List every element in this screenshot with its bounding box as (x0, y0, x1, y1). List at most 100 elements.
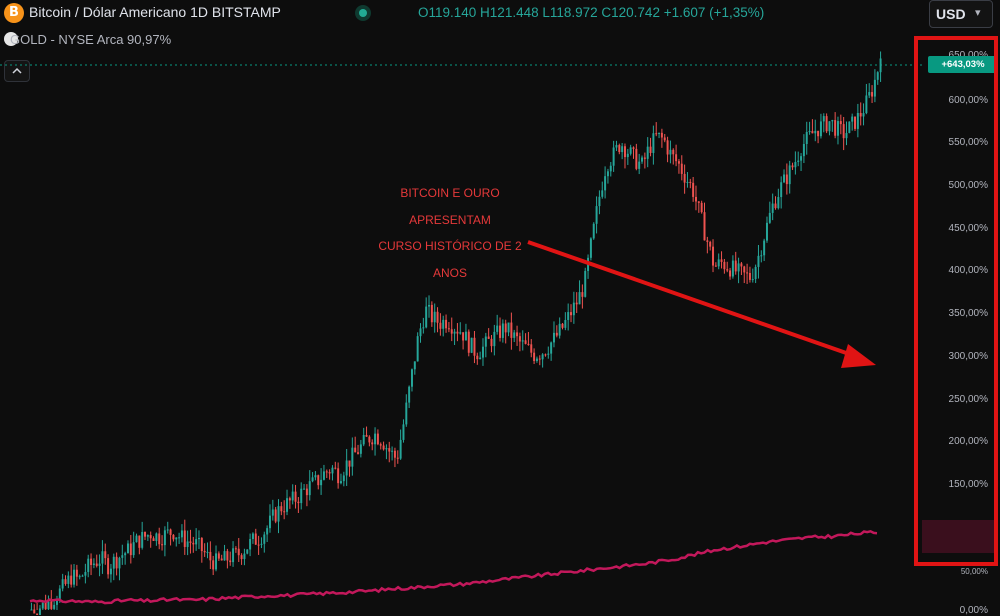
candle-body (831, 120, 834, 122)
candle-body (297, 501, 300, 504)
candle-body (626, 153, 629, 158)
currency-label: USD (936, 6, 966, 22)
candle-body (339, 481, 342, 484)
chevron-up-icon (12, 67, 22, 74)
candle-body (47, 601, 50, 610)
candle-body (836, 121, 839, 136)
candle-body (561, 323, 564, 328)
candle-body (393, 450, 396, 458)
scale-tick: 650,00% (949, 50, 988, 61)
candle-body (714, 265, 717, 267)
candle-body (462, 332, 465, 341)
candle-body (734, 260, 737, 272)
candle-body (868, 92, 871, 96)
candle-body (575, 302, 578, 305)
candle-body (95, 563, 98, 566)
candle-body (283, 511, 286, 513)
candle-body (337, 468, 340, 484)
price-scale[interactable]: 650,00% 600,00% 550,00% 500,00% 450,00% … (920, 40, 1000, 616)
candle-body (132, 542, 135, 556)
candle-body (777, 197, 780, 209)
candle-body (601, 190, 604, 197)
annotation-arrow (527, 240, 876, 368)
candle-body (155, 533, 158, 541)
candle-body (851, 116, 854, 122)
live-status-icon (355, 5, 371, 21)
candle-body (748, 272, 751, 280)
candle-body (839, 121, 842, 125)
candle-body (38, 608, 41, 615)
candle-body (635, 148, 638, 169)
compare-symbol-label[interactable]: GOLD - NYSE Arca 90,97% (10, 32, 172, 47)
candle-body (592, 223, 595, 239)
candle-body (385, 448, 388, 450)
candle-body (206, 551, 209, 553)
candle-body (50, 601, 53, 609)
candle-body (268, 515, 271, 529)
candle-body (726, 269, 729, 271)
candle-body (149, 535, 152, 539)
candle-body (746, 272, 749, 274)
currency-button[interactable]: USD ▾ (929, 0, 993, 28)
candle-body (345, 460, 348, 476)
candle-body (55, 600, 58, 605)
candle-body (104, 551, 107, 559)
candle-body (163, 530, 166, 546)
candle-body (354, 447, 357, 453)
candle-body (490, 338, 493, 347)
candle-body (98, 563, 101, 566)
candle-body (513, 332, 516, 338)
candle-body (771, 203, 774, 213)
scale-highlight-box (914, 36, 998, 566)
candle-body (135, 535, 138, 543)
candle-body (856, 112, 859, 129)
candle-body (493, 331, 496, 347)
candle-body (84, 571, 87, 576)
candle-body (876, 72, 879, 80)
candle-body (260, 543, 263, 545)
candle-body (675, 154, 678, 162)
candle-body (499, 325, 502, 338)
candle-body (655, 133, 658, 135)
candle-body (643, 157, 646, 159)
symbol-title[interactable]: Bitcoin / Dólar Americano 1D BITSTAMP (29, 4, 281, 20)
candle-body (215, 553, 218, 570)
candle-body (217, 553, 220, 559)
candle-body (504, 323, 507, 333)
candle-body (351, 447, 354, 467)
candle-body (663, 137, 666, 141)
candle-body (646, 146, 649, 159)
candle-body (697, 201, 700, 203)
candle-body (67, 575, 70, 584)
candle-body (237, 548, 240, 556)
candle-body (288, 498, 291, 501)
candle-body (92, 563, 95, 565)
candle-body (481, 346, 484, 358)
candle-body (30, 609, 33, 611)
gold-icon (4, 32, 18, 46)
candle-body (487, 336, 490, 339)
candle-body (692, 182, 695, 197)
candle-body (402, 424, 405, 440)
candle-body (376, 433, 379, 445)
candle-body (729, 270, 732, 277)
candle-body (834, 120, 837, 136)
candle-body (712, 246, 715, 266)
candle-body (328, 472, 331, 474)
candle-body (581, 292, 584, 297)
candle-body (169, 529, 172, 535)
candle-body (422, 327, 425, 329)
candle-body (669, 149, 672, 155)
bitcoin-icon: B (4, 3, 24, 23)
candle-body (325, 471, 328, 473)
candle-body (589, 238, 592, 258)
candle-body (791, 165, 794, 168)
candle-body (550, 342, 553, 354)
candle-body (677, 161, 680, 164)
candle-body (416, 336, 419, 362)
candle-body (303, 488, 306, 490)
candle-body (146, 535, 149, 537)
candle-body (618, 145, 621, 153)
candle-body (788, 165, 791, 185)
